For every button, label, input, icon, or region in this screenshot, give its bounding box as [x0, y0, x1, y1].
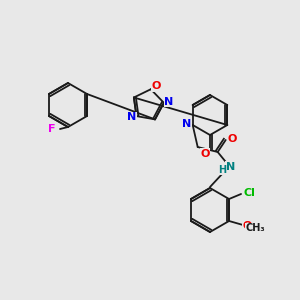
Text: O: O — [200, 149, 210, 159]
Text: N: N — [164, 97, 173, 107]
Text: F: F — [48, 124, 56, 134]
Text: N: N — [226, 162, 235, 172]
Text: O: O — [228, 134, 237, 144]
Text: N: N — [127, 112, 136, 122]
Text: O: O — [242, 221, 252, 231]
Text: O: O — [151, 81, 160, 91]
Text: H: H — [219, 165, 227, 175]
Text: CH₃: CH₃ — [245, 223, 265, 233]
Text: Cl: Cl — [243, 188, 255, 198]
Text: N: N — [182, 119, 191, 129]
